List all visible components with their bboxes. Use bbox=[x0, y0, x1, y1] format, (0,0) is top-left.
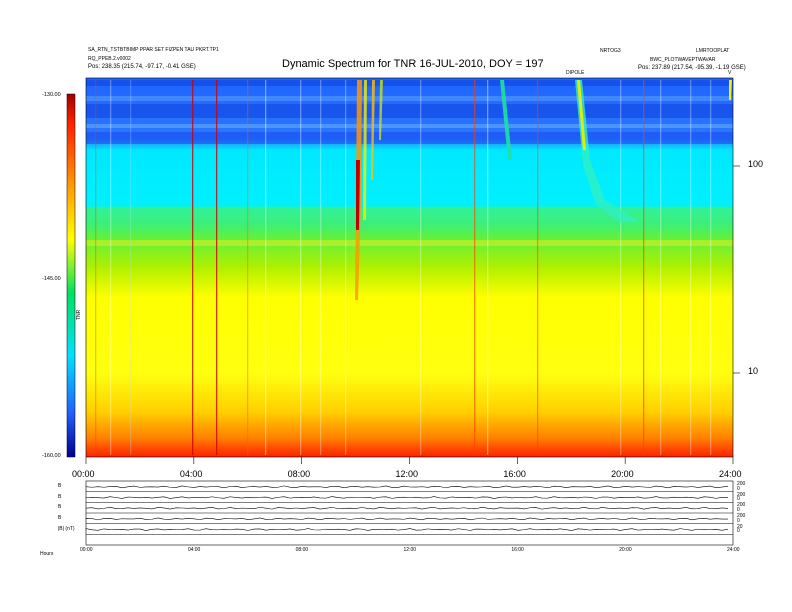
spectral-striation bbox=[620, 80, 622, 455]
y-tick-10: 10 bbox=[748, 366, 759, 376]
spectral-striation bbox=[192, 80, 194, 455]
colorbar-tick-bottom: -160.00 bbox=[42, 453, 61, 459]
strip-right-tick: 0 bbox=[737, 485, 740, 492]
strip-trace bbox=[85, 496, 729, 499]
strip-trace bbox=[85, 517, 729, 521]
colorbar-tick-mid: -145.00 bbox=[42, 276, 61, 282]
dipole-marker-label: DIPOLE bbox=[566, 70, 585, 76]
strip-right-tick: 200 bbox=[737, 481, 746, 487]
strip-bottom-tick: 20:00 bbox=[619, 547, 632, 553]
yellow-band bbox=[86, 240, 733, 246]
spectral-striation bbox=[710, 80, 712, 455]
strip-label: Hours bbox=[40, 551, 54, 557]
v-marker-label: V bbox=[728, 70, 732, 76]
spectral-striation bbox=[537, 80, 539, 455]
spectral-striation bbox=[487, 80, 489, 455]
magnetometer-strip-panels bbox=[85, 480, 734, 546]
x-tick-label: 12:00 bbox=[395, 469, 419, 479]
spectral-striation bbox=[95, 80, 97, 455]
strip-right-tick: 0 bbox=[737, 496, 740, 503]
y-tick-100: 100 bbox=[748, 159, 764, 169]
strip-label: B bbox=[58, 515, 62, 521]
spectral-striation bbox=[265, 80, 267, 455]
colorbar bbox=[66, 93, 76, 458]
green-band bbox=[86, 207, 733, 221]
chart-title: Dynamic Spectrum for TNR 16-JUL-2010, DO… bbox=[282, 58, 544, 70]
right-header-line3: Pos: 237.89 (217.54, -95.39, -1.19 GSE) bbox=[638, 65, 746, 71]
strip-bottom-tick: 00:00 bbox=[80, 547, 93, 553]
strip-trace bbox=[85, 485, 729, 489]
spectral-striation bbox=[345, 80, 347, 455]
radio-burst-features bbox=[355, 80, 732, 300]
spectral-striation bbox=[247, 80, 249, 455]
strip-label: B bbox=[58, 483, 62, 489]
strip-right-tick: 0 bbox=[737, 507, 740, 513]
colorbar-tick-top: -130.00 bbox=[42, 92, 61, 98]
strip-right-tick: 200 bbox=[737, 491, 746, 498]
strip-trace bbox=[85, 528, 729, 531]
strip-label: B bbox=[58, 504, 62, 511]
strip-label: B bbox=[58, 493, 62, 500]
strip-label: |B| (nT) bbox=[58, 525, 75, 532]
strip-right-tick: 0 bbox=[737, 528, 740, 535]
right-header-label-a: NRTOG3 bbox=[600, 48, 621, 54]
vertical-striations bbox=[95, 80, 712, 455]
strip-right-tick: 200 bbox=[737, 502, 746, 509]
right-header-label-b: LMRTOOPLAT bbox=[696, 48, 730, 54]
strip-bottom-tick: 24:00 bbox=[727, 547, 740, 553]
spectral-striation bbox=[110, 80, 112, 455]
x-tick-label: 08:00 bbox=[287, 469, 311, 479]
spectral-striation bbox=[216, 80, 218, 455]
x-axis-tickmarks bbox=[85, 457, 734, 464]
spectral-striation bbox=[420, 80, 422, 455]
left-header-line3: Pos: 238.35 (215.74, -97.17, -0.41 GSE) bbox=[88, 64, 196, 70]
x-tick-label: 16:00 bbox=[503, 469, 526, 479]
strip-trace bbox=[85, 506, 729, 510]
x-tick-label: 24:00 bbox=[719, 469, 742, 479]
strip-right-tick: 0 bbox=[737, 517, 740, 524]
right-header-line2: BWC_PLOTWAVEPTWAVAR bbox=[650, 57, 716, 63]
strip-bottom-tick: 16:00 bbox=[511, 547, 524, 553]
strip-right-tick: 200 bbox=[737, 513, 746, 519]
left-header-line2: RQ_PPEB.2.v0002 bbox=[88, 56, 131, 62]
x-tick-label: 04:00 bbox=[179, 469, 203, 479]
spectral-striation bbox=[643, 80, 645, 455]
x-tick-label: 20:00 bbox=[611, 469, 634, 479]
spectral-striation bbox=[690, 80, 692, 455]
strip-bottom-tick: 08:00 bbox=[295, 547, 309, 553]
spectral-striation bbox=[320, 80, 322, 455]
strip-bottom-tick: 04:00 bbox=[187, 547, 201, 553]
blue-band-structure bbox=[86, 80, 733, 144]
y-axis-right-ticks bbox=[733, 165, 740, 374]
spectral-striation bbox=[660, 80, 662, 455]
left-header-line1: SA_RTN_TSTBTBIMP PPAR SET FIZPEN TAU PKR… bbox=[88, 47, 219, 53]
strip-bottom-tick: 12:00 bbox=[403, 547, 417, 553]
strip-right-tick: 20 bbox=[737, 523, 743, 530]
x-tick-label: 00:00 bbox=[72, 469, 95, 479]
spectral-striation bbox=[300, 80, 302, 455]
spectral-striation bbox=[130, 80, 132, 455]
spectral-striation bbox=[474, 80, 476, 455]
